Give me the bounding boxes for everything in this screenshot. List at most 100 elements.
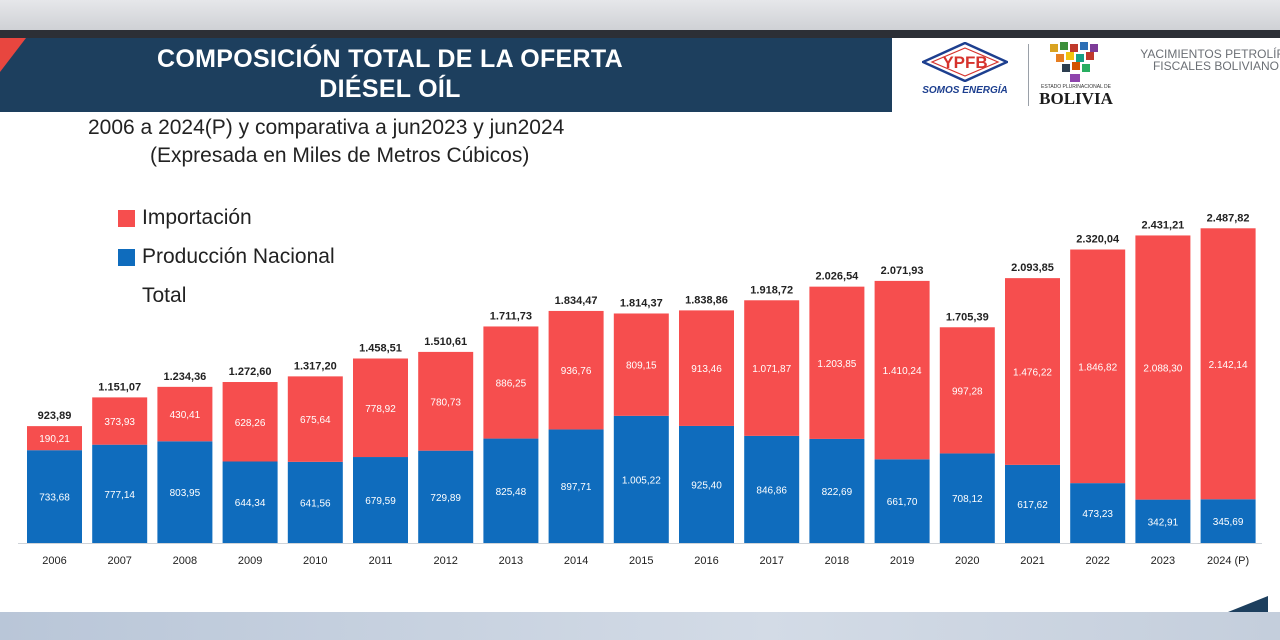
label-produccion-1: 777,14 [104,490,135,501]
top-strip [0,0,1280,30]
tick-label-15: 2021 [1020,555,1044,567]
bar-produccion-11 [744,435,800,543]
label-total-18: 2.487,82 [1207,212,1250,224]
tick-label-14: 2020 [955,555,979,567]
label-importacion-4: 675,64 [300,415,331,426]
label-total-14: 1.705,39 [946,311,989,323]
legend-item-produccion: Producción Nacional [118,244,335,270]
tick-label-2: 2008 [173,555,197,567]
bar-produccion-4 [287,461,343,543]
label-importacion-13: 1.410,24 [883,366,922,377]
bar-importacion-14 [939,327,995,454]
tick-label-17: 2023 [1151,555,1175,567]
legend-label-total: Total [142,284,187,307]
label-total-1: 1.151,07 [98,381,141,393]
title-line-2: DIÉSEL OÍL [319,75,461,103]
tick-label-5: 2011 [369,555,393,567]
tick-label-12: 2018 [825,555,849,567]
bar-importacion-18 [1200,228,1256,500]
bar-produccion-0 [27,450,82,543]
bolivia-wordmark: BOLIVIA [1039,89,1113,108]
ypfb-logo-icon: YPFB [922,42,1008,82]
label-produccion-3: 644,34 [235,498,266,509]
tick-label-4: 2010 [303,555,327,567]
label-produccion-9: 1.005,22 [622,475,661,486]
label-produccion-14: 708,12 [952,494,983,505]
bar-importacion-13 [874,280,930,460]
label-total-12: 2.026,54 [815,271,859,283]
bar-produccion-7 [483,438,539,543]
chart-subtitle: 2006 a 2024(P) y comparativa a jun2023 y… [88,116,565,139]
label-importacion-18: 2.142,14 [1209,360,1248,371]
label-importacion-2: 430,41 [170,410,201,421]
tick-label-9: 2015 [629,555,653,567]
bar-importacion-9 [613,313,669,416]
legend-label-produccion: Producción Nacional [142,245,335,268]
label-total-2: 1.234,36 [163,371,206,383]
company-name: YACIMIENTOS PETROLÍFE FISCALES BOLIVIANO [1140,47,1280,73]
label-produccion-5: 679,59 [365,496,396,507]
label-produccion-2: 803,95 [170,488,201,499]
label-produccion-16: 473,23 [1082,509,1113,520]
label-importacion-5: 778,92 [365,404,396,415]
bar-importacion-10 [679,310,734,426]
tick-label-0: 2006 [42,555,66,567]
bar-produccion-10 [679,425,734,543]
red-wedge [0,38,26,72]
bottom-band [0,612,1280,640]
bar-importacion-15 [1005,278,1060,465]
legend-swatch-importacion [118,209,135,227]
label-importacion-1: 373,93 [104,417,135,428]
label-total-9: 1.814,37 [620,297,663,309]
tick-label-16: 2022 [1085,555,1109,567]
tick-label-3: 2009 [238,555,262,567]
label-produccion-4: 641,56 [300,498,331,509]
label-total-3: 1.272,60 [229,366,272,378]
label-produccion-12: 822,69 [822,487,853,498]
legend-item-total: Total [118,283,186,309]
label-produccion-0: 733,68 [39,493,70,504]
label-total-7: 1.711,73 [490,310,532,322]
bolivia-emblem-icon [1050,42,1098,82]
bar-importacion-5 [353,358,408,458]
bar-produccion-17 [1135,499,1191,543]
label-importacion-0: 190,21 [39,434,70,445]
bar-importacion-11 [744,300,800,436]
label-importacion-11: 1.071,87 [752,364,791,375]
label-total-15: 2.093,85 [1011,262,1054,274]
legend-label-importacion: Importación [142,206,252,229]
bar-importacion-7 [483,326,539,439]
tick-label-1: 2007 [107,555,131,567]
bar-produccion-15 [1005,464,1060,543]
tick-label-10: 2016 [694,555,718,567]
bar-produccion-2 [157,441,213,543]
bar-produccion-18 [1200,499,1256,543]
label-importacion-8: 936,76 [561,366,592,377]
label-total-0: 923,89 [38,410,72,422]
label-produccion-11: 846,86 [756,485,787,496]
label-total-10: 1.838,86 [685,294,728,306]
legend-item-importacion: Importación [118,205,252,231]
label-total-13: 2.071,93 [881,265,924,277]
tick-label-18: 2024 (P) [1207,555,1249,567]
label-produccion-15: 617,62 [1017,500,1048,511]
bolivia-state-label: ESTADO PLURINACIONAL DE [1040,84,1111,90]
label-importacion-15: 1.476,22 [1013,368,1052,379]
tick-label-11: 2017 [759,555,783,567]
label-produccion-7: 825,48 [496,487,527,498]
tick-label-8: 2014 [564,555,588,567]
label-produccion-8: 897,71 [561,482,592,493]
bar-produccion-12 [809,438,865,543]
bar-importacion-16 [1070,249,1126,484]
bar-importacion-4 [287,376,343,462]
legend-swatch-produccion [118,248,135,266]
logo-panel: YPFB SOMOS ENERGÍA ESTADO PLURINACIONAL … [892,38,1280,112]
label-produccion-18: 345,69 [1213,517,1244,528]
tick-label-7: 2013 [499,555,523,567]
bar-importacion-8 [548,310,604,430]
bar-importacion-1 [92,397,148,445]
bar-importacion-17 [1135,235,1191,500]
stacked-bar-chart: 733,68 190,21 923,89 2006 777,14 373,93 1.151,… [18,212,1262,567]
top-dark-line [0,30,1280,38]
label-produccion-6: 729,89 [430,493,461,504]
